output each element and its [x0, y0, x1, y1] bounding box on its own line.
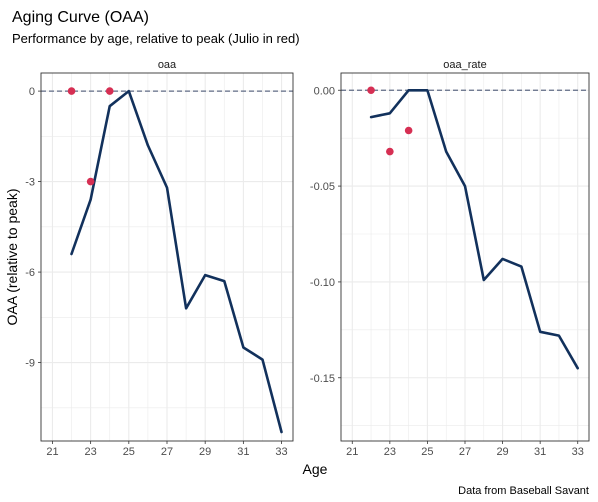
facet-panels: oaa 21 23 25 27 29 31 33 0 -3 -6 -9 oaa_rate 21 23 25 27…: [25, 59, 590, 458]
julio-point: [105, 87, 114, 95]
y-tick-label: -0.05: [310, 181, 335, 193]
y-tick-label: -3: [25, 177, 35, 189]
x-tick-label: 31: [237, 446, 249, 458]
panel-border: [40, 72, 294, 442]
julio-point: [67, 87, 76, 95]
julio-point: [386, 147, 394, 156]
x-tick-label: 23: [85, 446, 97, 458]
julio-point: [404, 126, 413, 135]
x-tick-label: 25: [421, 446, 433, 458]
y-tick-label: 0.00: [314, 85, 335, 97]
panel-border: [340, 72, 590, 442]
x-tick-label: 33: [572, 446, 584, 458]
aging-curve-line: [70, 89, 283, 434]
x-tick-label: 33: [275, 446, 287, 458]
strip-label-oaa_rate: oaa_rate: [443, 59, 486, 71]
x-tick-label: 29: [496, 446, 508, 458]
x-tick-label: 23: [384, 446, 396, 458]
y-tick-label: -0.10: [310, 277, 335, 289]
x-tick-label: 21: [46, 446, 58, 458]
x-axis-title: Age: [303, 461, 328, 477]
caption: Data from Baseball Savant: [458, 485, 589, 497]
y-tick-label: -0.15: [310, 373, 335, 385]
y-axis-title: OAA (relative to peak): [4, 189, 20, 326]
y-tick-label: -9: [25, 358, 35, 370]
panel-oaa: oaa 21 23 25 27 29 31 33 0 -3 -6 -9: [25, 59, 294, 458]
x-tick-label: 21: [346, 446, 358, 458]
julio-point: [86, 177, 95, 186]
x-tick-label: 29: [199, 446, 211, 458]
strip-label-oaa: oaa: [158, 59, 177, 71]
julio-point: [367, 86, 375, 95]
x-tick-label: 27: [161, 446, 173, 458]
x-tick-label: 25: [123, 446, 135, 458]
chart-subtitle: Performance by age, relative to peak (Ju…: [12, 31, 300, 46]
y-tick-label: 0: [29, 86, 35, 98]
chart-title: Aging Curve (OAA): [12, 9, 149, 26]
panel-oaa_rate: oaa_rate 21 23 25 27 29 31 33 0.00 -0.05 -0.10 -0.1…: [310, 59, 590, 458]
y-tick-label: -6: [25, 267, 35, 279]
x-tick-label: 31: [534, 446, 546, 458]
aging-curve-line: [369, 89, 580, 370]
x-tick-label: 27: [459, 446, 471, 458]
